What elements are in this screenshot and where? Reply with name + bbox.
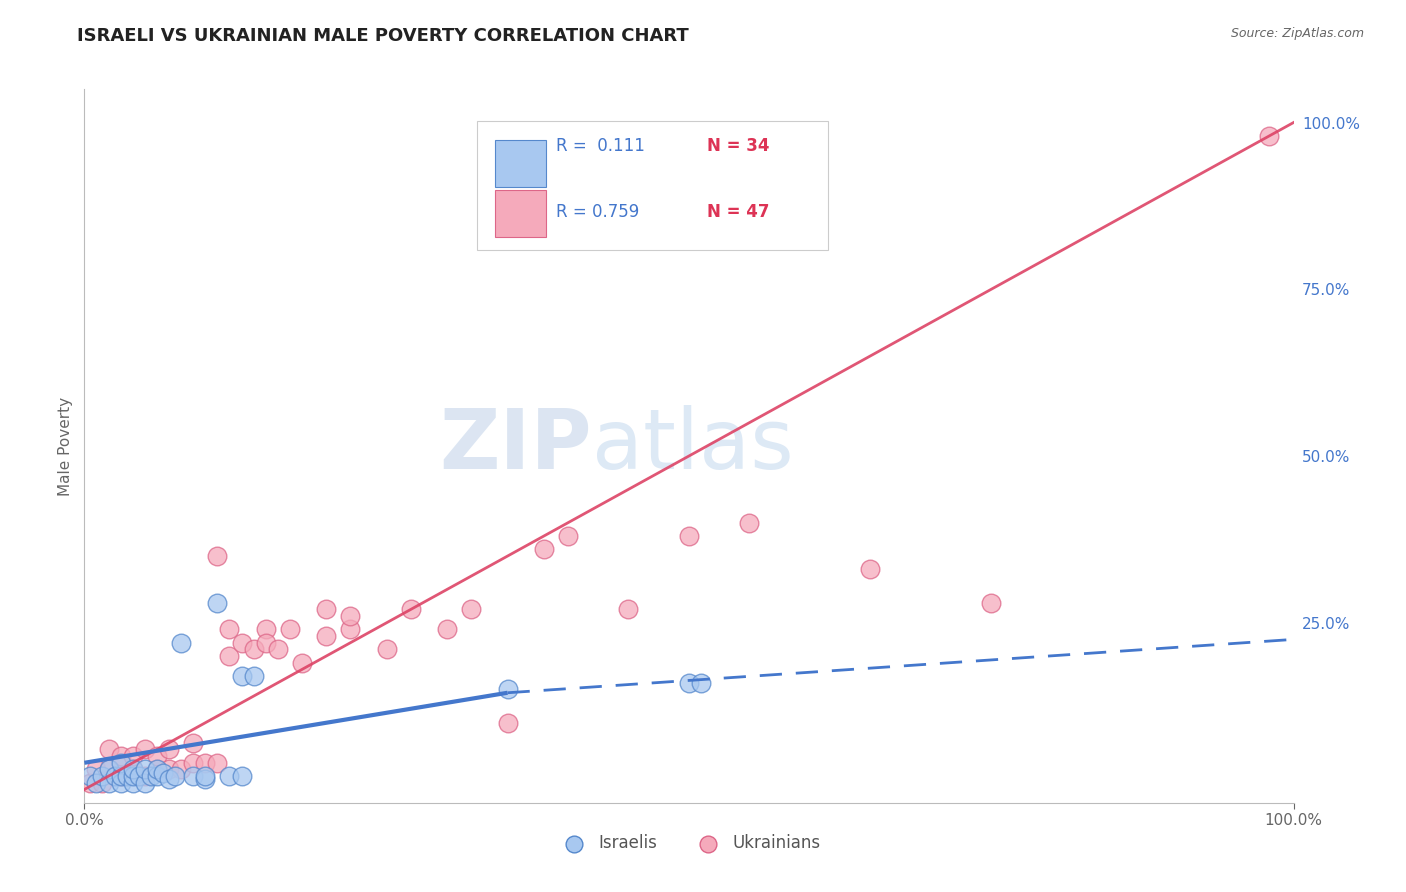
Point	[254, 623, 277, 637]
Text: N = 47: N = 47	[707, 203, 769, 221]
Point	[170, 636, 193, 650]
Point	[181, 736, 204, 750]
Point	[218, 623, 240, 637]
Point	[278, 623, 301, 637]
Point	[146, 763, 169, 777]
Point	[242, 642, 264, 657]
Point	[97, 776, 120, 790]
Point	[181, 769, 204, 783]
Point	[181, 756, 204, 770]
Point	[146, 749, 169, 764]
Point	[152, 765, 174, 780]
Point	[617, 602, 640, 616]
Point	[146, 769, 169, 783]
Point	[218, 769, 240, 783]
Point	[291, 656, 314, 670]
Point	[460, 602, 482, 616]
FancyBboxPatch shape	[478, 121, 828, 250]
Text: R =  0.111: R = 0.111	[555, 137, 645, 155]
Point	[134, 776, 156, 790]
Point	[496, 715, 519, 730]
Point	[128, 769, 150, 783]
Point	[157, 742, 180, 756]
Point	[86, 763, 108, 777]
Point	[315, 602, 337, 616]
Point	[859, 562, 882, 576]
Text: Source: ZipAtlas.com: Source: ZipAtlas.com	[1230, 27, 1364, 40]
Point	[231, 636, 253, 650]
Point	[110, 769, 132, 783]
Point	[194, 772, 217, 787]
Text: atlas: atlas	[592, 406, 794, 486]
Point	[339, 623, 361, 637]
Point	[121, 763, 143, 777]
Point	[207, 549, 229, 563]
Point	[91, 769, 114, 783]
Point	[194, 769, 217, 783]
Point	[79, 769, 101, 783]
Point	[436, 623, 458, 637]
Point	[399, 602, 422, 616]
Point	[134, 763, 156, 777]
Point	[121, 769, 143, 783]
Point	[104, 769, 127, 783]
Point	[375, 642, 398, 657]
Point	[79, 776, 101, 790]
Point	[231, 769, 253, 783]
Point	[231, 669, 253, 683]
Point	[218, 649, 240, 664]
Point	[110, 749, 132, 764]
Point	[1258, 128, 1281, 143]
Point	[533, 542, 555, 557]
Point	[157, 763, 180, 777]
Text: N = 34: N = 34	[707, 137, 769, 155]
Point	[207, 756, 229, 770]
Point	[146, 763, 169, 777]
Point	[267, 642, 290, 657]
Point	[110, 769, 132, 783]
Point	[496, 682, 519, 697]
Point	[139, 769, 162, 783]
Point	[110, 756, 132, 770]
FancyBboxPatch shape	[495, 140, 547, 187]
Point	[157, 772, 180, 787]
Point	[134, 769, 156, 783]
Point	[86, 776, 108, 790]
Point	[980, 596, 1002, 610]
Point	[690, 675, 713, 690]
Text: ZIP: ZIP	[440, 406, 592, 486]
Point	[165, 769, 187, 783]
Point	[738, 516, 761, 530]
Point	[254, 636, 277, 650]
Point	[121, 763, 143, 777]
Point	[170, 763, 193, 777]
Point	[121, 776, 143, 790]
Point	[97, 763, 120, 777]
Point	[339, 609, 361, 624]
Point	[115, 769, 138, 783]
Legend: Israelis, Ukrainians: Israelis, Ukrainians	[550, 828, 828, 859]
FancyBboxPatch shape	[495, 190, 547, 237]
Point	[557, 529, 579, 543]
Point	[242, 669, 264, 683]
Point	[678, 529, 700, 543]
Point	[97, 742, 120, 756]
Point	[315, 629, 337, 643]
Point	[134, 742, 156, 756]
Point	[194, 756, 217, 770]
Point	[91, 776, 114, 790]
Point	[207, 596, 229, 610]
Point	[678, 675, 700, 690]
Text: ISRAELI VS UKRAINIAN MALE POVERTY CORRELATION CHART: ISRAELI VS UKRAINIAN MALE POVERTY CORREL…	[77, 27, 689, 45]
Point	[97, 763, 120, 777]
Text: R = 0.759: R = 0.759	[555, 203, 640, 221]
Y-axis label: Male Poverty: Male Poverty	[58, 396, 73, 496]
Point	[121, 749, 143, 764]
Point	[110, 776, 132, 790]
